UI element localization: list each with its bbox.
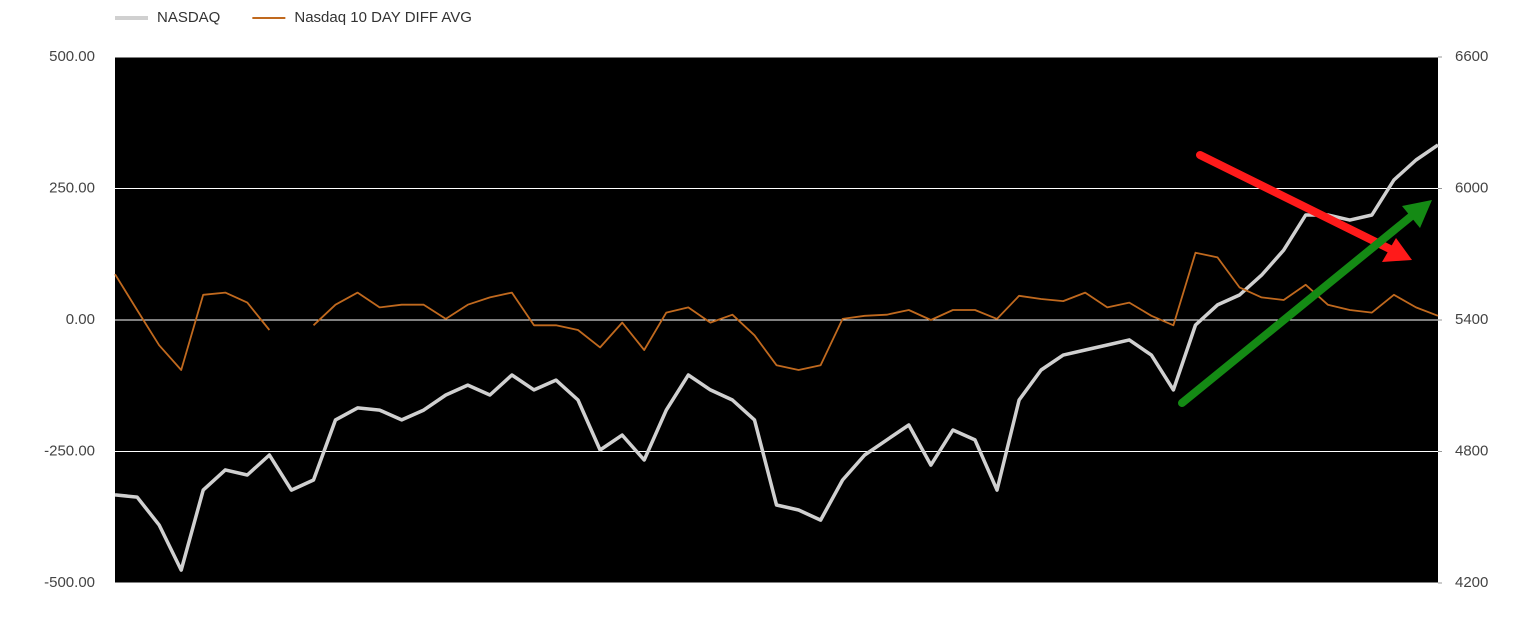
y2-tick-label: 6600 <box>1455 48 1488 65</box>
legend-label: Nasdaq 10 DAY DIFF AVG <box>294 9 472 26</box>
y2-tick-label: 4200 <box>1455 574 1488 591</box>
y-tick-label: 250.00 <box>49 179 95 196</box>
y-tick-label: -250.00 <box>44 442 95 459</box>
y2-tick-label: 5400 <box>1455 311 1488 328</box>
y2-tick-label: 6000 <box>1455 179 1488 196</box>
y-tick-label: 500.00 <box>49 48 95 65</box>
green-arrow-head <box>1402 200 1432 228</box>
red-arrow-head <box>1382 238 1412 262</box>
series-line <box>114 143 1439 572</box>
red-arrow <box>1196 151 1396 254</box>
series-line <box>114 251 1439 371</box>
legend-label: NASDAQ <box>157 9 220 26</box>
annotation-arrows <box>1178 151 1432 407</box>
y2-tick-label: 4800 <box>1455 442 1488 459</box>
green-arrow <box>1178 210 1418 407</box>
y-tick-label: 0.00 <box>66 311 95 328</box>
chart-layer <box>114 56 1439 584</box>
y-tick-label: -500.00 <box>44 574 95 591</box>
